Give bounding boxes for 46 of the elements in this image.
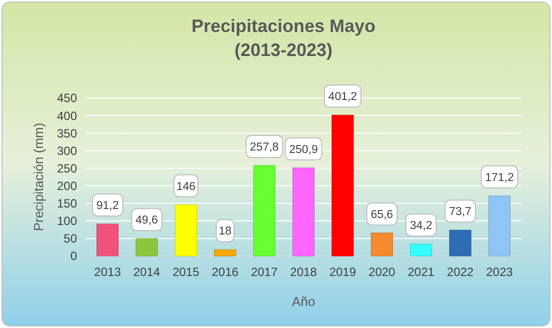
bar [136, 238, 158, 256]
x-tick-label: 2019 [329, 265, 356, 279]
y-tick-label: 150 [56, 196, 78, 211]
x-tick-label: 2016 [212, 265, 239, 279]
x-tick-label: 2022 [446, 265, 474, 279]
y-tick-label: 200 [56, 178, 78, 193]
y-tick-label: 250 [56, 161, 78, 176]
x-tick-label: 2017 [250, 265, 278, 279]
bar [410, 244, 432, 256]
x-tick-label: 2021 [408, 265, 435, 279]
data-label: 91,2 [96, 200, 119, 212]
data-label: 401,2 [328, 91, 358, 104]
bar [449, 230, 472, 256]
y-tick-label: 0 [70, 249, 78, 264]
x-tick-label: 2018 [290, 265, 318, 279]
data-label: 18 [218, 226, 232, 238]
y-tick-label: 400 [56, 108, 78, 123]
bar [174, 204, 197, 256]
bar [370, 232, 393, 256]
data-label: 250,9 [289, 144, 318, 156]
chart-title: Precipitaciones Mayo (2013-2023) [191, 16, 376, 60]
bar [292, 168, 315, 256]
x-tick-label: 2023 [486, 265, 514, 279]
y-tick-label: 50 [64, 232, 78, 246]
data-label: 49,6 [136, 214, 158, 227]
bar [214, 249, 236, 256]
data-label: 257,8 [250, 142, 279, 154]
y-tick-label: 300 [56, 144, 78, 158]
bar [488, 196, 510, 256]
y-tick-label: 450 [56, 91, 78, 106]
y-tick-label: 100 [56, 214, 78, 228]
bar [253, 165, 276, 256]
x-tick-label: 2020 [368, 265, 396, 279]
data-label: 73,7 [449, 206, 472, 218]
x-tick-label: 2014 [133, 265, 160, 279]
y-axis-title: Precipitación (mm) [31, 122, 46, 232]
data-label: 34,2 [410, 220, 432, 232]
bar [96, 224, 119, 256]
x-tick-label: 2015 [172, 265, 200, 279]
x-axis-title: Año [292, 294, 316, 309]
y-tick-label: 350 [56, 126, 78, 140]
data-label: 65,6 [370, 208, 394, 221]
data-label: 171,2 [485, 172, 514, 184]
data-label: 146 [176, 180, 196, 193]
bar [332, 114, 354, 256]
x-tick-label: 2013 [94, 265, 122, 279]
